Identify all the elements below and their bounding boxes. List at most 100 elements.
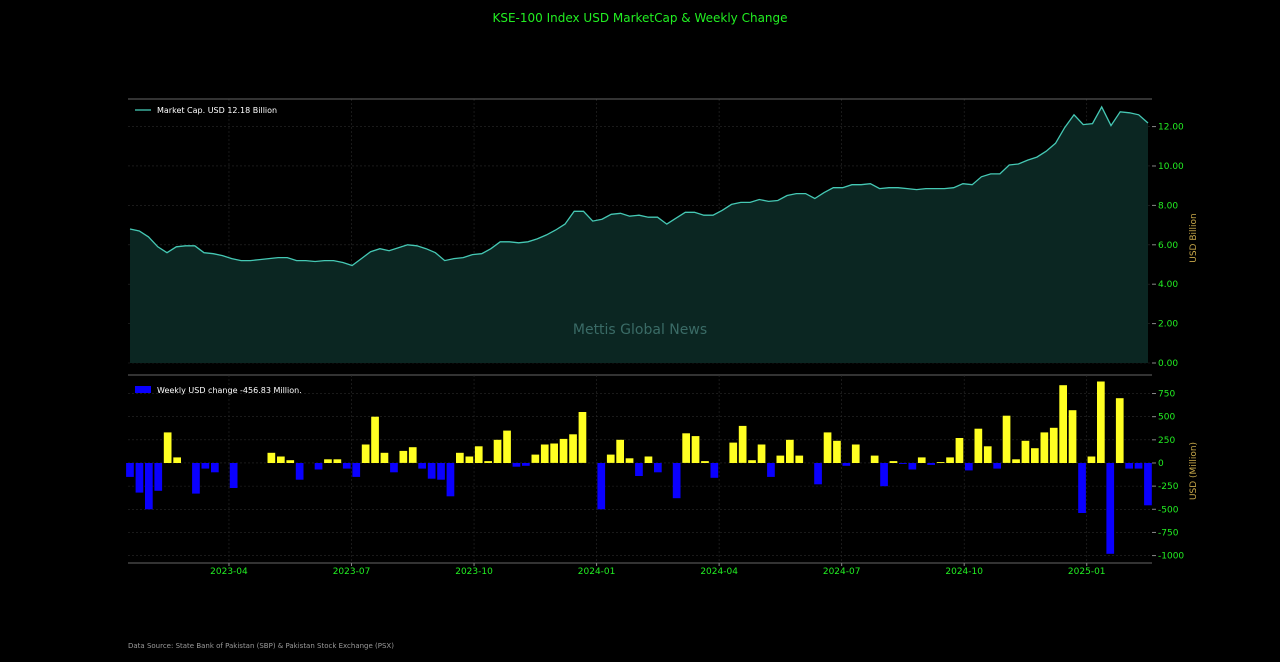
weekly-change-bar	[899, 463, 907, 464]
weekly-change-bar	[889, 461, 898, 463]
weekly-change-bar	[342, 463, 351, 469]
weekly-change-bars	[126, 381, 1152, 554]
weekly-change-bar	[1049, 427, 1058, 463]
x-tick-label: 2025-01	[1068, 567, 1106, 577]
weekly-change-bar	[917, 457, 926, 463]
weekly-change-bar	[795, 455, 804, 463]
weekly-change-bar	[286, 460, 295, 463]
top-y-tick-label: 8.00	[1158, 201, 1178, 211]
top-legend: Market Cap. USD 12.18 Billion	[135, 106, 277, 115]
bottom-y-axis-label: USD (Million)	[1189, 442, 1199, 500]
weekly-change-bar	[757, 444, 766, 463]
weekly-change-bar	[1097, 381, 1105, 463]
bottom-y-tick-label: -750	[1158, 528, 1179, 538]
weekly-change-bar	[625, 458, 634, 463]
weekly-change-bar	[776, 455, 785, 463]
x-tick-label: 2024-07	[823, 567, 861, 577]
weekly-change-bar	[1078, 463, 1086, 513]
weekly-change-bar	[371, 416, 379, 463]
weekly-change-bar	[1059, 385, 1067, 463]
weekly-change-bar	[314, 463, 323, 470]
weekly-change-bar	[154, 463, 163, 491]
weekly-change-bar	[635, 463, 643, 476]
weekly-change-bar	[446, 463, 455, 497]
weekly-change-bar	[512, 463, 521, 467]
top-y-tick-label: 6.00	[1158, 241, 1178, 251]
top-y-tick-label: 2.00	[1158, 320, 1178, 330]
weekly-change-bar	[955, 438, 964, 463]
weekly-change-bar	[1115, 398, 1124, 463]
weekly-change-bar	[474, 446, 483, 463]
weekly-change-bar	[1125, 463, 1133, 469]
weekly-change-bar	[701, 461, 709, 463]
weekly-change-bar	[352, 463, 361, 477]
weekly-change-bar	[163, 432, 172, 463]
weekly-change-bar	[993, 463, 1001, 469]
bottom-y-tick-label: 0	[1158, 459, 1164, 469]
weekly-change-bar	[324, 459, 332, 463]
bottom-legend: Weekly USD change -456.83 Million.	[135, 386, 302, 395]
weekly-change-bar	[946, 457, 954, 463]
top-y-tick-label: 10.00	[1158, 162, 1184, 172]
weekly-change-bar	[126, 463, 134, 477]
top-y-tick-label: 0.00	[1158, 359, 1178, 369]
weekly-change-bar	[691, 436, 700, 463]
weekly-change-bar	[710, 463, 719, 478]
weekly-change-bar	[173, 457, 181, 463]
weekly-change-bar	[654, 463, 662, 473]
weekly-change-bar	[145, 463, 153, 510]
top-legend-label: Market Cap. USD 12.18 Billion	[157, 106, 277, 115]
weekly-change-bar	[267, 452, 276, 463]
weekly-change-bar	[870, 455, 879, 463]
weekly-change-bar	[748, 460, 756, 463]
weekly-change-bar	[211, 463, 219, 473]
market-cap-panel: Mettis Global News 0.00 2.00 4.00 6.00 8.00 1…	[128, 98, 1199, 369]
weekly-change-bar	[1002, 415, 1011, 463]
bottom-y-tick-label: 750	[1158, 390, 1175, 400]
x-tick-label: 2024-01	[578, 567, 616, 577]
weekly-change-bar	[833, 440, 841, 463]
weekly-change-bar	[456, 452, 464, 463]
weekly-change-bar	[399, 450, 408, 463]
weekly-change-bar	[493, 439, 502, 463]
weekly-change-bar	[606, 454, 615, 463]
weekly-change-bar	[484, 461, 492, 463]
x-tick-label: 2023-10	[455, 567, 493, 577]
watermark: Mettis Global News	[573, 322, 707, 338]
x-axis: 2023-04 2023-07 2023-10 2024-01 2024-04 2024-…	[210, 563, 1106, 577]
chart-title: KSE-100 Index USD MarketCap & Weekly Cha…	[492, 11, 788, 25]
weekly-change-bar	[550, 443, 558, 463]
weekly-change-bar	[465, 456, 474, 463]
weekly-change-bar	[786, 439, 794, 463]
weekly-change-bar	[418, 463, 426, 469]
top-y-axis: 0.00 2.00 4.00 6.00 8.00 10.00 12.00	[1152, 123, 1184, 369]
weekly-change-bar	[522, 463, 530, 466]
x-tick-label: 2023-04	[210, 567, 248, 577]
weekly-change-bar	[738, 425, 747, 463]
weekly-change-bar	[437, 463, 445, 480]
weekly-change-bar	[201, 463, 210, 469]
weekly-change-bar	[908, 463, 917, 470]
weekly-change-bar	[823, 432, 832, 463]
weekly-change-bar	[814, 463, 822, 485]
weekly-change-bar	[597, 463, 606, 510]
weekly-change-bar	[1106, 463, 1115, 554]
weekly-change-bar	[1040, 432, 1049, 463]
weekly-change-bar	[390, 463, 398, 473]
weekly-change-bar	[361, 444, 370, 463]
weekly-change-bar	[672, 463, 681, 499]
weekly-change-bar	[559, 438, 568, 463]
market-cap-area	[130, 106, 1148, 364]
weekly-change-bar	[682, 433, 690, 463]
weekly-change-bar	[1144, 463, 1152, 506]
weekly-change-bar	[531, 454, 540, 463]
weekly-change-bar	[1068, 410, 1077, 463]
weekly-change-bar	[965, 463, 973, 471]
weekly-change-bar	[569, 434, 577, 463]
bottom-y-axis: -1000 -750 -500 -250 0 250 500 750	[1152, 390, 1184, 562]
weekly-change-bar	[540, 444, 549, 463]
weekly-change-bar	[616, 439, 624, 463]
weekly-change-bar	[1087, 456, 1096, 463]
